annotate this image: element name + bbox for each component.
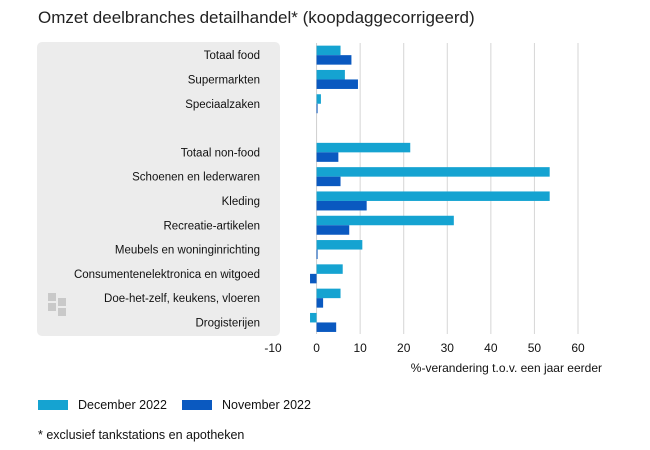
bar (316, 152, 339, 162)
bar (316, 215, 454, 226)
category-label: Speciaalzaken (185, 99, 260, 111)
bar (316, 142, 411, 153)
bar (310, 312, 317, 323)
label-panel (37, 42, 280, 336)
bar (316, 249, 318, 260)
bar (316, 55, 352, 65)
category-label: Schoenen en lederwaren (132, 172, 260, 184)
bar (316, 200, 367, 211)
bar (316, 69, 345, 80)
x-tick-label: 40 (484, 341, 498, 355)
legend-swatch-december (38, 400, 68, 410)
x-tick-label: -10 (264, 341, 282, 355)
x-tick-label: 50 (528, 341, 542, 355)
bar (316, 176, 341, 187)
bar (316, 191, 550, 201)
bar (316, 103, 318, 114)
legend-item-december: December 2022 (38, 398, 167, 412)
category-label: Totaal food (204, 50, 260, 62)
bar (316, 288, 341, 299)
x-tick-label: 30 (441, 341, 455, 355)
legend-item-november: November 2022 (182, 398, 311, 412)
chart-title: Omzet deelbranches detailhandel* (koopda… (38, 8, 475, 27)
legend-label-november: November 2022 (222, 398, 311, 412)
cbs-logo (48, 293, 66, 316)
x-tick-label: 0 (313, 341, 320, 355)
category-label: Meubels en woninginrichting (115, 245, 260, 257)
bar (316, 240, 363, 250)
x-tick-label: 20 (397, 341, 411, 355)
bar (316, 94, 321, 104)
x-tick-label: 60 (571, 341, 585, 355)
x-tick-labels: -10 0 10 20 30 40 50 60 (264, 341, 585, 355)
category-labels: Totaal food Supermarkten Speciaalzaken Tota… (74, 50, 260, 329)
bar (316, 264, 343, 274)
bar (310, 273, 317, 284)
category-label: Doe-het-zelf, keukens, vloeren (104, 293, 260, 305)
bars (310, 45, 550, 332)
bar (316, 322, 337, 332)
bar (316, 225, 350, 235)
legend-swatch-november (182, 400, 212, 410)
x-axis-label: %-verandering t.o.v. een jaar eerder (411, 361, 602, 375)
bar (316, 167, 550, 177)
category-label: Consumentenelektronica en witgoed (74, 269, 260, 281)
category-label: Supermarkten (188, 74, 260, 86)
grid-lines (316, 43, 579, 334)
footnote: * exclusief tankstations en apotheken (38, 428, 245, 442)
category-label: Kleding (222, 196, 260, 208)
category-label: Drogisterijen (195, 317, 260, 329)
category-label: Totaal non-food (181, 147, 260, 159)
x-tick-label: 10 (353, 341, 367, 355)
bar (316, 298, 324, 308)
bar (316, 45, 341, 56)
bar (316, 79, 358, 89)
legend-label-december: December 2022 (78, 398, 167, 412)
category-label: Recreatie-artikelen (163, 220, 260, 232)
